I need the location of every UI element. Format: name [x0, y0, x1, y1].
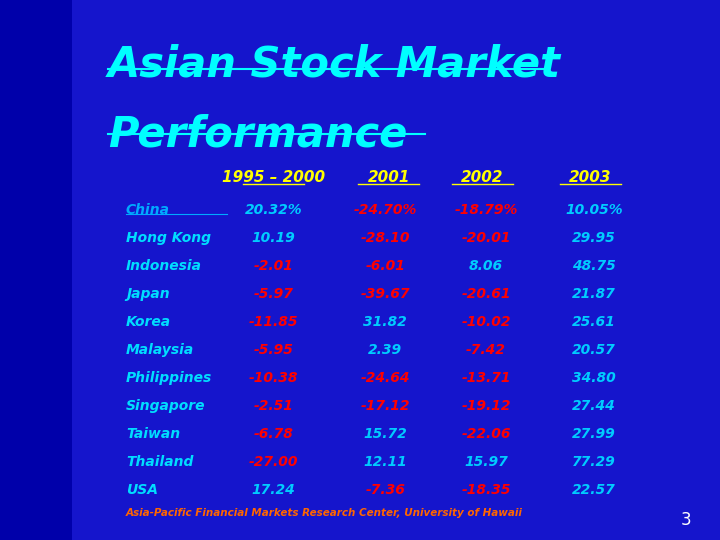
Text: 3: 3 — [680, 511, 691, 529]
Text: -19.12: -19.12 — [462, 399, 510, 413]
Text: -27.00: -27.00 — [249, 455, 298, 469]
Text: -13.71: -13.71 — [462, 371, 510, 385]
Text: Japan: Japan — [126, 287, 170, 301]
Text: Thailand: Thailand — [126, 455, 194, 469]
Text: Korea: Korea — [126, 315, 171, 329]
Text: -6.01: -6.01 — [365, 259, 405, 273]
Text: 10.19: 10.19 — [252, 231, 295, 245]
Text: 2.39: 2.39 — [368, 343, 402, 357]
Text: Taiwan: Taiwan — [126, 427, 180, 441]
Text: -18.79%: -18.79% — [454, 202, 518, 217]
Text: 12.11: 12.11 — [364, 455, 407, 469]
Text: -2.01: -2.01 — [253, 259, 294, 273]
Text: -22.06: -22.06 — [462, 427, 510, 441]
Text: 1995 – 2000: 1995 – 2000 — [222, 170, 325, 185]
Text: 20.32%: 20.32% — [245, 202, 302, 217]
Text: -10.38: -10.38 — [249, 371, 298, 385]
Text: USA: USA — [126, 483, 158, 497]
Text: 17.24: 17.24 — [252, 483, 295, 497]
Text: Hong Kong: Hong Kong — [126, 231, 211, 245]
Text: 2001: 2001 — [367, 170, 410, 185]
Text: -24.64: -24.64 — [361, 371, 410, 385]
FancyBboxPatch shape — [0, 0, 72, 540]
Text: Singapore: Singapore — [126, 399, 205, 413]
Text: 20.57: 20.57 — [572, 343, 616, 357]
Text: 15.72: 15.72 — [364, 427, 407, 441]
Text: 2002: 2002 — [461, 170, 504, 185]
Text: 21.87: 21.87 — [572, 287, 616, 301]
Text: 29.95: 29.95 — [572, 231, 616, 245]
Text: -28.10: -28.10 — [361, 231, 410, 245]
Text: 77.29: 77.29 — [572, 455, 616, 469]
Text: -11.85: -11.85 — [249, 315, 298, 329]
Text: -17.12: -17.12 — [361, 399, 410, 413]
Text: 25.61: 25.61 — [572, 315, 616, 329]
Text: 34.80: 34.80 — [572, 371, 616, 385]
Text: -39.67: -39.67 — [361, 287, 410, 301]
Text: 27.44: 27.44 — [572, 399, 616, 413]
Text: Indonesia: Indonesia — [126, 259, 202, 273]
Text: 8.06: 8.06 — [469, 259, 503, 273]
Text: Asia-Pacific Financial Markets Research Center, University of Hawaii: Asia-Pacific Financial Markets Research … — [126, 508, 523, 518]
Text: -2.51: -2.51 — [253, 399, 294, 413]
Text: -5.97: -5.97 — [253, 287, 294, 301]
Text: Asian Stock Market: Asian Stock Market — [108, 43, 561, 85]
Text: -20.01: -20.01 — [462, 231, 510, 245]
Text: Performance: Performance — [108, 113, 408, 156]
Text: 2003: 2003 — [569, 170, 612, 185]
Text: China: China — [126, 202, 170, 217]
Text: -6.78: -6.78 — [253, 427, 294, 441]
Text: 31.82: 31.82 — [364, 315, 407, 329]
Text: 10.05%: 10.05% — [565, 202, 623, 217]
Text: 27.99: 27.99 — [572, 427, 616, 441]
Text: Philippines: Philippines — [126, 371, 212, 385]
Text: -20.61: -20.61 — [462, 287, 510, 301]
Text: 48.75: 48.75 — [572, 259, 616, 273]
Text: -7.36: -7.36 — [365, 483, 405, 497]
Text: -7.42: -7.42 — [466, 343, 506, 357]
Text: -18.35: -18.35 — [462, 483, 510, 497]
Text: Malaysia: Malaysia — [126, 343, 194, 357]
Text: -10.02: -10.02 — [462, 315, 510, 329]
Text: -24.70%: -24.70% — [354, 202, 417, 217]
Text: 22.57: 22.57 — [572, 483, 616, 497]
Text: -5.95: -5.95 — [253, 343, 294, 357]
Text: 15.97: 15.97 — [464, 455, 508, 469]
